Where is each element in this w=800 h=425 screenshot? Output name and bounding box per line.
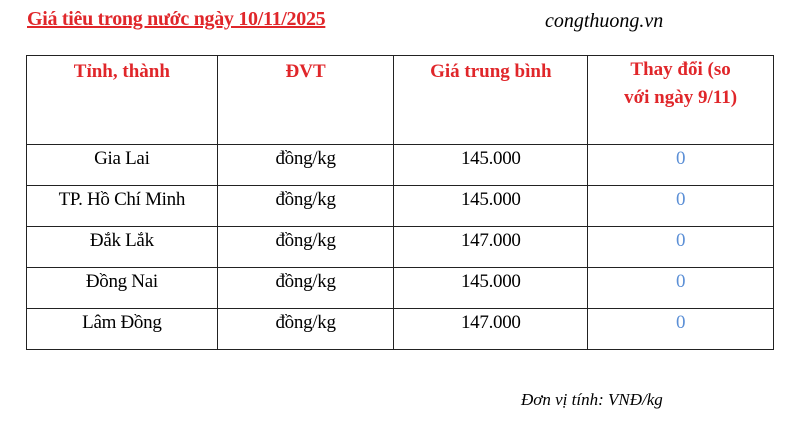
source-label: congthuong.vn	[545, 10, 664, 32]
cell-avg-price: 147.000	[393, 308, 589, 350]
cell-province: TP. Hồ Chí Minh	[26, 185, 218, 227]
cell-unit: đồng/kg	[216, 185, 395, 227]
cell-avg-price: 145.000	[393, 267, 589, 309]
cell-unit: đồng/kg	[216, 226, 395, 268]
cell-unit: đồng/kg	[216, 308, 395, 350]
cell-change: 0	[587, 308, 774, 350]
cell-change: 0	[587, 185, 774, 227]
cell-avg-price: 145.000	[393, 144, 589, 186]
cell-avg-price: 147.000	[393, 226, 589, 268]
table-row: Đồng Nai đồng/kg 145.000 0	[26, 267, 774, 309]
cell-change: 0	[587, 144, 774, 186]
cell-change: 0	[587, 267, 774, 309]
price-table: Tỉnh, thành ĐVT Giá trung bình Thay đổi …	[26, 55, 774, 350]
table-row: Gia Lai đồng/kg 145.000 0	[26, 144, 774, 186]
table-row: Lâm Đồng đồng/kg 147.000 0	[26, 308, 774, 350]
header-unit: ĐVT	[216, 55, 395, 145]
cell-unit: đồng/kg	[216, 267, 395, 309]
page-title: Giá tiêu trong nước ngày 10/11/2025	[27, 8, 326, 30]
unit-footnote: Đơn vị tính: VNĐ/kg	[521, 390, 663, 409]
cell-province: Đắk Lắk	[26, 226, 218, 268]
table-row: Đắk Lắk đồng/kg 147.000 0	[26, 226, 774, 268]
cell-province: Lâm Đồng	[26, 308, 218, 350]
table-row: TP. Hồ Chí Minh đồng/kg 145.000 0	[26, 185, 774, 227]
header-row: Tỉnh, thành ĐVT Giá trung bình Thay đổi …	[26, 55, 774, 145]
cell-avg-price: 145.000	[393, 185, 589, 227]
cell-unit: đồng/kg	[216, 144, 395, 186]
cell-province: Gia Lai	[26, 144, 218, 186]
header-change: Thay đổi (so với ngày 9/11)	[587, 55, 774, 145]
cell-change: 0	[587, 226, 774, 268]
cell-province: Đồng Nai	[26, 267, 218, 309]
header-avg-price: Giá trung bình	[393, 55, 589, 145]
header-province: Tỉnh, thành	[26, 55, 218, 145]
